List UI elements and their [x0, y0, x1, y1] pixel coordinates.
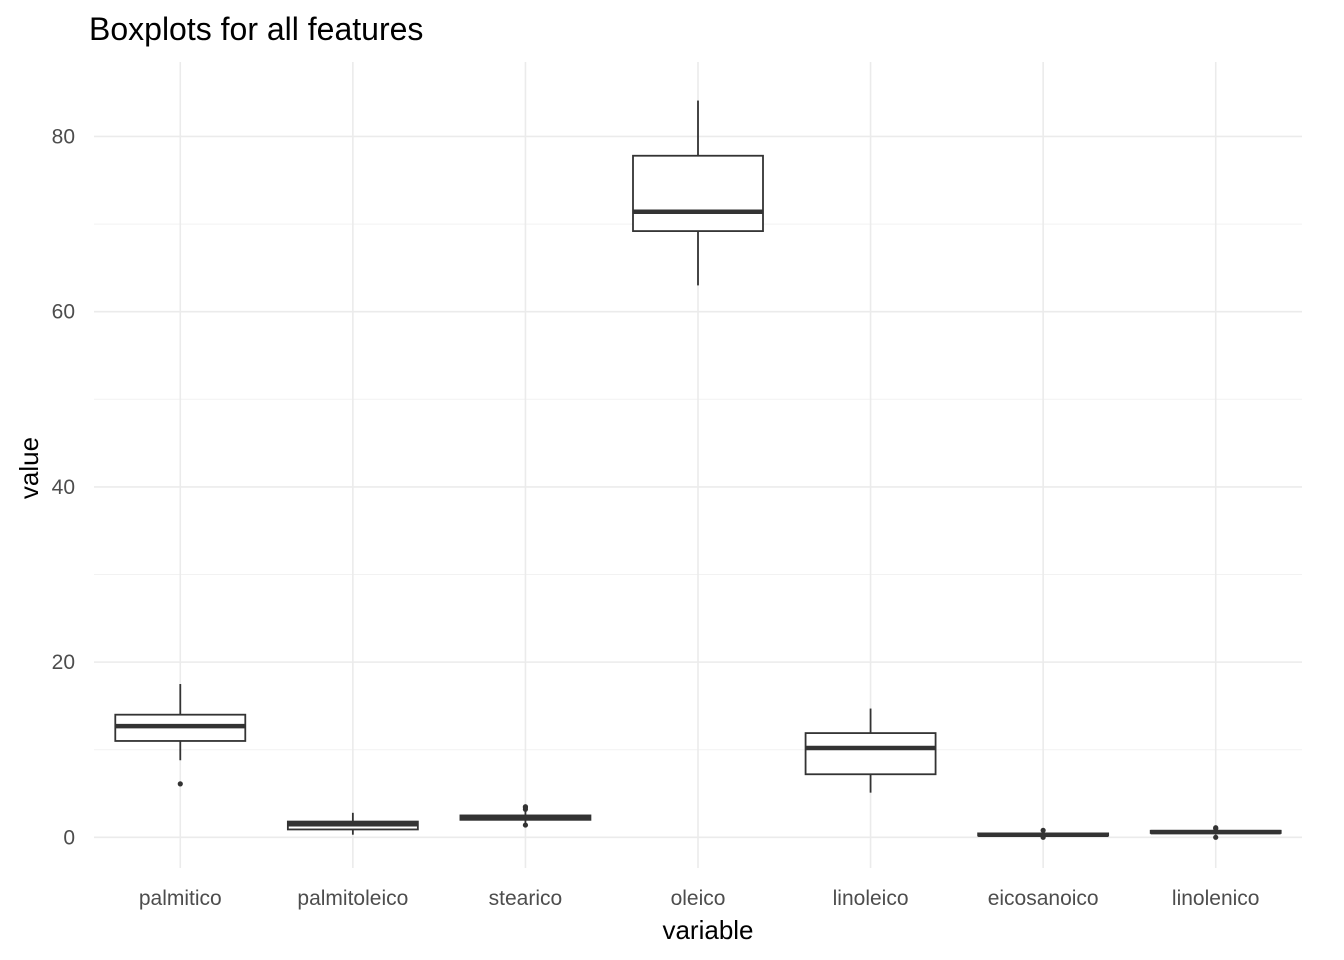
y-axis-title: value [14, 437, 44, 499]
outlier-point [177, 781, 183, 787]
box-palmitico [114, 684, 247, 787]
y-tick-label: 60 [52, 301, 75, 324]
boxplot-series [114, 100, 1282, 840]
box-linoleico [804, 708, 937, 793]
x-tick-label: palmitico [139, 887, 222, 910]
outlier-point [1040, 834, 1046, 840]
x-tick-label: linoleico [833, 887, 909, 910]
x-axis-title: variable [662, 915, 753, 945]
x-tick-label: stearico [489, 887, 563, 910]
box-palmitoleico [286, 812, 419, 835]
chart-title: Boxplots for all features [89, 11, 423, 47]
x-tick-label: oleico [671, 887, 726, 910]
x-tick-label: eicosanoico [988, 887, 1099, 910]
tick-labels: 0 20 40 60 80 palmitico palmitoleico stearico ol… [52, 125, 1260, 910]
box-eicosanoico [977, 827, 1110, 840]
box-stearico [459, 804, 592, 828]
x-tick-label: palmitoleico [297, 887, 408, 910]
y-tick-label: 0 [63, 826, 75, 849]
box-iqr [804, 732, 937, 776]
outlier-point [1040, 827, 1046, 833]
x-tick-label: linolenico [1172, 887, 1260, 910]
outlier-point [522, 822, 529, 828]
y-tick-label: 40 [52, 476, 75, 499]
box-iqr [632, 154, 764, 232]
y-tick-label: 20 [52, 651, 75, 674]
box-linolenico [1149, 825, 1282, 840]
outlier-point [1213, 825, 1219, 831]
box-oleico [632, 100, 764, 286]
outlier-point [522, 804, 529, 810]
y-tick-label: 80 [52, 125, 75, 148]
outlier-point [1213, 834, 1219, 840]
